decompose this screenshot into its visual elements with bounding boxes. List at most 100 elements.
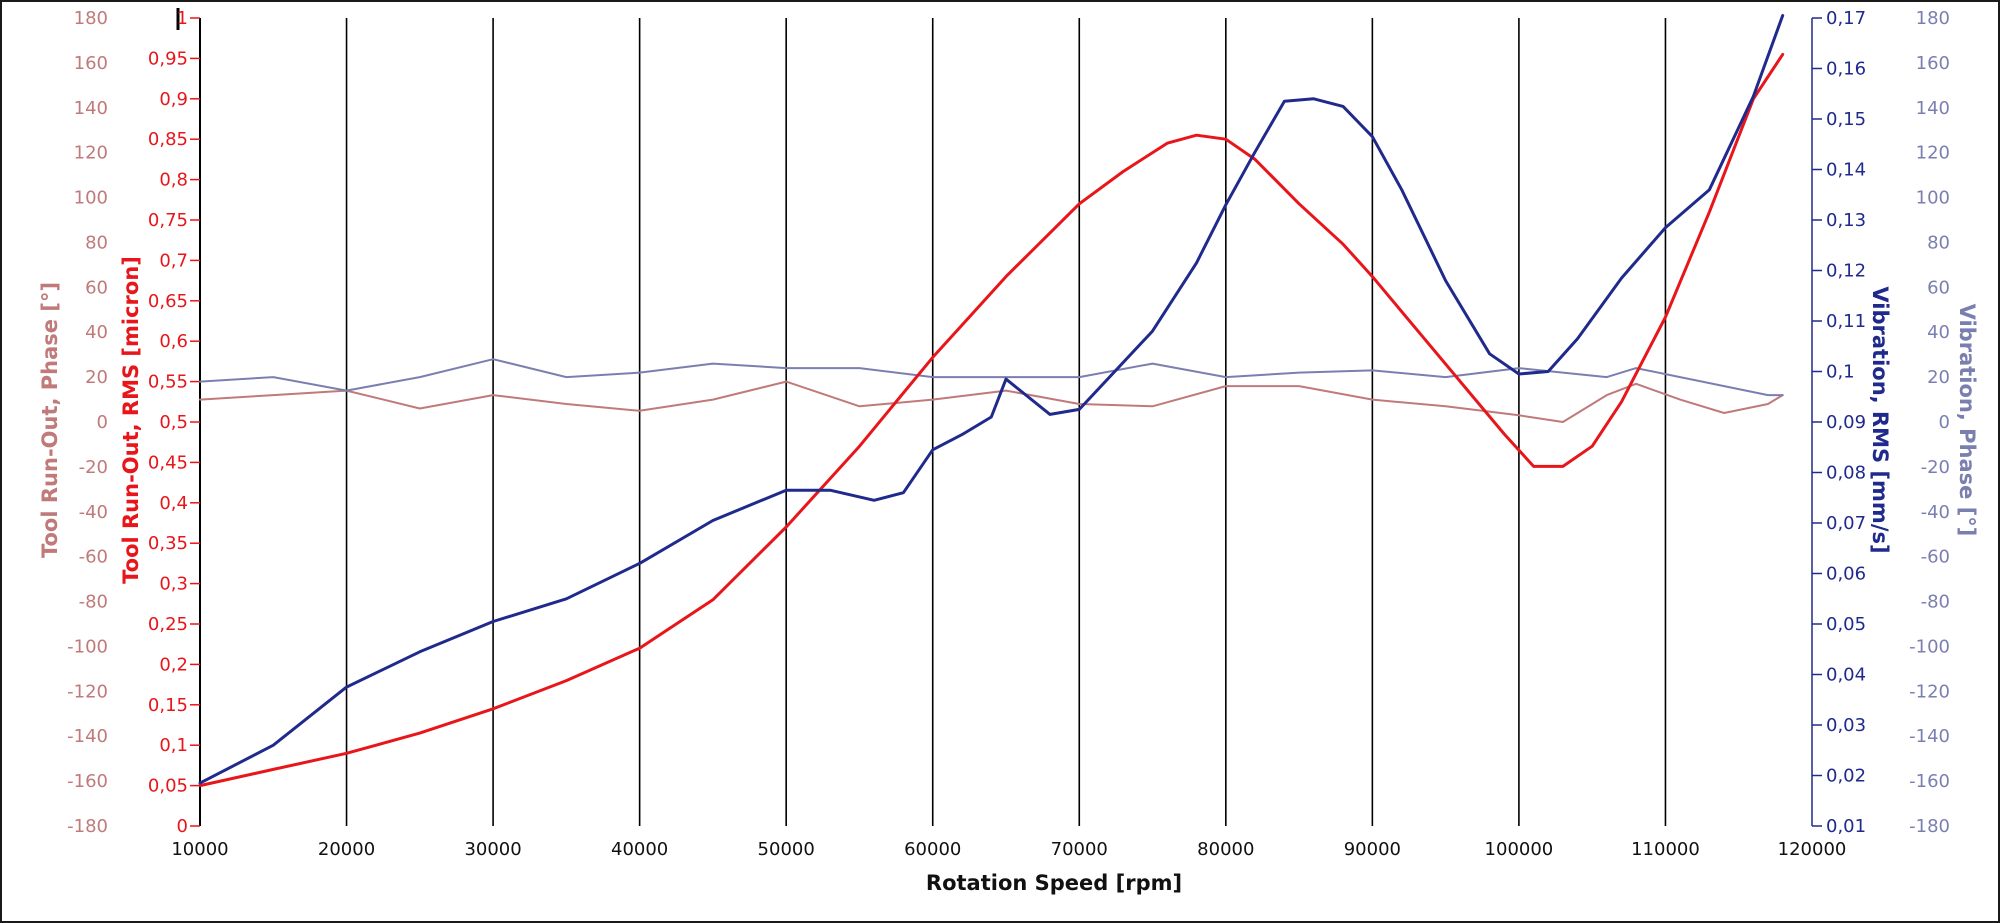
series-layer (198, 14, 1785, 788)
axis-runout-tick-label: 0,2 (159, 654, 188, 675)
x-tick-label: 80000 (1197, 839, 1254, 860)
axis-phase-right-tick-label: -120 (1909, 681, 1950, 702)
phase-right-axis: 180 160 140 120 100 80 60 40 20 0 -20 -40 -60 -80 -100… (1909, 8, 1950, 837)
axis-phase-right-tick-label: 160 (1916, 53, 1950, 74)
axis-vibration-tick-label: 0,02 (1826, 766, 1866, 787)
axis-phase-left-tick-label: -100 (67, 636, 108, 657)
axis-phase-left-tick-label: -60 (79, 547, 108, 568)
vibration-rms-axis-title: Vibration, RMS [mm/s] (1868, 286, 1892, 553)
axis-phase-left-tick-label: -140 (67, 726, 108, 747)
runout-rms-axis-title: Tool Run-Out, RMS [micron] (119, 256, 143, 584)
x-tick-label: 100000 (1485, 839, 1554, 860)
axis-vibration-tick-label: 0,07 (1826, 513, 1866, 534)
axis-runout-tick-label: 0,65 (148, 291, 188, 312)
axis-vibration-tick-label: 0,11 (1826, 311, 1866, 332)
axis-runout-tick-label: 0,85 (148, 129, 188, 150)
axis-phase-left-tick-label: -40 (79, 502, 108, 523)
axis-phase-right-tick-label: -60 (1921, 547, 1950, 568)
vibration-rms-axis: 0,17 0,16 0,15 0,14 0,13 0,12 0,11 0,1 0,09 0,08 0… (1811, 8, 1866, 837)
axis-phase-right-tick-label: -160 (1909, 771, 1950, 792)
axis-phase-left-tick-label: 140 (74, 98, 108, 119)
x-tick-label: 110000 (1631, 839, 1700, 860)
x-tick-label: 70000 (1051, 839, 1108, 860)
runout-rms-axis: 1 0,95 0,9 0,85 0,8 0,75 0,7 0,65 0,6 0,55 0,5 0,45… (148, 8, 200, 837)
x-tick-label: 40000 (611, 839, 668, 860)
axis-runout-tick-label: 0,15 (148, 695, 188, 716)
axis-phase-left-tick-label: 0 (97, 412, 108, 433)
axis-phase-left-tick-label: 180 (74, 8, 108, 29)
axis-phase-left-tick-label: -120 (67, 681, 108, 702)
axis-phase-right-tick-label: -100 (1909, 636, 1950, 657)
axis-vibration-tick-label: 0,06 (1826, 564, 1866, 585)
axis-runout-tick-label: 0,7 (159, 250, 188, 271)
axis-vibration-tick-label: 0,14 (1826, 160, 1866, 181)
axis-phase-left-tick-label: -160 (67, 771, 108, 792)
axis-phase-right-tick-label: -20 (1921, 457, 1950, 478)
axis-vibration-tick-label: 0,17 (1826, 8, 1866, 29)
axis-phase-left-tick-label: 60 (85, 277, 108, 298)
axis-phase-right-tick-label: 40 (1927, 322, 1950, 343)
axis-phase-left-tick-label: 160 (74, 53, 108, 74)
axis-runout-tick-label: 0,9 (159, 89, 188, 110)
axis-phase-right-tick-label: 120 (1916, 143, 1950, 164)
axis-runout-tick-label: 0 (177, 816, 188, 837)
x-tick-label: 90000 (1344, 839, 1401, 860)
axis-phase-right-tick-label: 140 (1916, 98, 1950, 119)
axis-phase-left-tick-label: 120 (74, 143, 108, 164)
phase_right-series-line (199, 358, 1784, 397)
x-axis-title: Rotation Speed [rpm] (926, 871, 1182, 895)
axis-runout-tick-label: 0,05 (148, 776, 188, 797)
x-tick-label: 60000 (904, 839, 961, 860)
vertical-gridlines (345, 18, 1667, 826)
axis-runout-tick-label: 0,35 (148, 533, 188, 554)
axis-vibration-tick-label: 0,16 (1826, 59, 1866, 80)
axis-phase-left-tick-label: 80 (85, 232, 108, 253)
axis-runout-tick-label: 0,55 (148, 372, 188, 393)
phase-right-axis-title: Vibration, Phase [°] (1955, 304, 1979, 537)
axis-runout-tick-label: 0,3 (159, 574, 188, 595)
axis-runout-tick-label: 0,1 (159, 735, 188, 756)
axis-vibration-tick-label: 0,05 (1826, 614, 1866, 635)
vibration_rms-series-line (198, 14, 1785, 785)
axis-vibration-tick-label: 0,13 (1826, 210, 1866, 231)
axis-runout-tick-label: 0,25 (148, 614, 188, 635)
phase-left-axis: 180 160 140 120 100 80 60 40 20 0 -20 -40 -60 -80 -100… (67, 8, 108, 837)
axis-phase-right-tick-label: -40 (1921, 502, 1950, 523)
axis-phase-left-tick-label: -180 (67, 816, 108, 837)
axis-vibration-tick-label: 0,01 (1826, 816, 1866, 837)
axis-phase-right-tick-label: 60 (1927, 277, 1950, 298)
axis-runout-tick-label: 0,75 (148, 210, 188, 231)
axis-phase-left-tick-label: 100 (74, 188, 108, 209)
axis-vibration-tick-label: 0,15 (1826, 109, 1866, 130)
runout_rms-series-line (198, 52, 1785, 788)
axis-runout-tick-label: 0,8 (159, 170, 188, 191)
x-tick-label: 50000 (758, 839, 815, 860)
axis-runout-tick-label: 0,5 (159, 412, 188, 433)
axis-phase-right-tick-label: -180 (1909, 816, 1950, 837)
axis-phase-left-tick-label: 20 (85, 367, 108, 388)
axis-phase-right-tick-label: 20 (1927, 367, 1950, 388)
axis-phase-right-tick-label: 80 (1927, 232, 1950, 253)
axis-vibration-tick-label: 0,1 (1826, 362, 1855, 383)
axis-vibration-tick-label: 0,04 (1826, 665, 1866, 686)
phase-left-axis-title: Tool Run-Out, Phase [°] (38, 282, 62, 558)
axis-phase-right-tick-label: 0 (1939, 412, 1950, 433)
axis-runout-tick-label: 1 (177, 8, 188, 29)
axis-phase-right-tick-label: 180 (1916, 8, 1950, 29)
axis-vibration-tick-label: 0,12 (1826, 261, 1866, 282)
axis-phase-right-tick-label: -80 (1921, 592, 1950, 613)
axis-vibration-tick-label: 0,09 (1826, 412, 1866, 433)
axis-phase-left-tick-label: -80 (79, 592, 108, 613)
axis-phase-right-tick-label: 100 (1916, 188, 1950, 209)
axis-runout-tick-label: 0,6 (159, 331, 188, 352)
x-axis: 10000 20000 30000 40000 50000 60000 70000 80000… (171, 839, 1846, 860)
axis-phase-right-tick-label: -140 (1909, 726, 1950, 747)
axis-runout-tick-label: 0,95 (148, 48, 188, 69)
x-tick-label: 20000 (318, 839, 375, 860)
axis-phase-left-tick-label: 40 (85, 322, 108, 343)
axis-runout-tick-label: 0,45 (148, 452, 188, 473)
x-tick-label: 30000 (464, 839, 521, 860)
axis-vibration-tick-label: 0,03 (1826, 715, 1866, 736)
